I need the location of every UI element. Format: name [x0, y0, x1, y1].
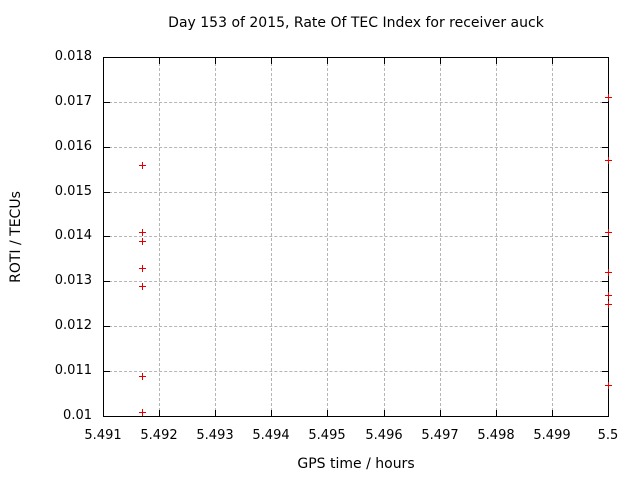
x-tick-label: 5.493 [196, 428, 234, 443]
x-axis-tick-bottom [215, 410, 216, 416]
y-axis-tick-right [602, 326, 608, 327]
x-axis-tick-top [103, 58, 104, 64]
y-tick-label: 0.014 [54, 228, 92, 243]
x-tick-label: 5.498 [477, 428, 515, 443]
y-axis-tick-left [104, 147, 110, 148]
data-point-marker [139, 283, 146, 290]
grid-line-horizontal [104, 281, 608, 282]
x-axis-tick-top [496, 58, 497, 64]
y-tick-label: 0.018 [54, 49, 92, 64]
grid-line-horizontal [104, 102, 608, 103]
x-axis-tick-top [440, 58, 441, 64]
x-axis-title: GPS time / hours [297, 456, 415, 472]
grid-line-vertical [552, 58, 553, 416]
data-point-marker [139, 229, 146, 236]
grid-line-horizontal [104, 326, 608, 327]
grid-line-vertical [496, 58, 497, 416]
y-tick-label: 0.016 [54, 139, 92, 154]
y-axis-tick-right [602, 416, 608, 417]
x-axis-tick-top [384, 58, 385, 64]
grid-line-vertical [440, 58, 441, 416]
y-axis-tick-left [104, 326, 110, 327]
x-axis-tick-bottom [327, 410, 328, 416]
y-axis-tick-left [104, 281, 110, 282]
x-tick-label: 5.5 [597, 428, 619, 443]
data-point-marker [139, 373, 146, 380]
y-axis-tick-right [602, 371, 608, 372]
data-point-marker [605, 292, 612, 299]
grid-line-horizontal [104, 371, 608, 372]
data-point-marker [139, 409, 146, 416]
data-point-marker [139, 265, 146, 272]
y-axis-tick-right [602, 102, 608, 103]
y-axis-tick-left [104, 102, 110, 103]
y-tick-label: 0.012 [54, 318, 92, 333]
y-axis-tick-right [602, 57, 608, 58]
x-axis-tick-bottom [159, 410, 160, 416]
data-point-marker [605, 382, 612, 389]
data-point-marker [605, 301, 612, 308]
data-point-marker [605, 157, 612, 164]
x-axis-tick-bottom [103, 410, 104, 416]
data-point-marker [139, 162, 146, 169]
x-axis-tick-top [159, 58, 160, 64]
y-axis-tick-left [104, 416, 110, 417]
y-axis-tick-left [104, 192, 110, 193]
y-axis-tick-left [104, 236, 110, 237]
grid-line-horizontal [104, 236, 608, 237]
grid-line-horizontal [104, 192, 608, 193]
x-axis-tick-bottom [440, 410, 441, 416]
x-axis-tick-top [608, 58, 609, 64]
chart-title: Day 153 of 2015, Rate Of TEC Index for r… [168, 15, 544, 31]
x-axis-tick-top [327, 58, 328, 64]
x-axis-tick-top [271, 58, 272, 64]
grid-line-vertical [271, 58, 272, 416]
data-point-marker [605, 269, 612, 276]
y-tick-label: 0.011 [54, 363, 92, 378]
x-tick-label: 5.496 [365, 428, 403, 443]
data-point-marker [605, 229, 612, 236]
x-tick-label: 5.495 [308, 428, 346, 443]
x-tick-label: 5.499 [533, 428, 571, 443]
y-tick-label: 0.015 [54, 184, 92, 199]
y-axis-tick-left [104, 371, 110, 372]
x-axis-tick-bottom [496, 410, 497, 416]
x-tick-label: 5.494 [252, 428, 290, 443]
data-point-marker [605, 94, 612, 101]
x-axis-tick-bottom [552, 410, 553, 416]
y-axis-tick-right [602, 236, 608, 237]
grid-line-vertical [159, 58, 160, 416]
y-tick-label: 0.017 [54, 94, 92, 109]
y-axis-tick-right [602, 281, 608, 282]
y-axis-tick-left [104, 57, 110, 58]
y-axis-tick-right [602, 147, 608, 148]
x-axis-tick-bottom [384, 410, 385, 416]
grid-line-vertical [215, 58, 216, 416]
plot-area [103, 57, 609, 417]
y-axis-tick-right [602, 192, 608, 193]
x-axis-tick-top [215, 58, 216, 64]
grid-line-vertical [327, 58, 328, 416]
x-axis-tick-top [552, 58, 553, 64]
x-tick-label: 5.497 [421, 428, 459, 443]
x-axis-tick-bottom [271, 410, 272, 416]
y-tick-label: 0.01 [63, 408, 92, 423]
x-tick-label: 5.491 [84, 428, 122, 443]
y-axis-title: ROTI / TECUs [8, 191, 24, 283]
data-point-marker [139, 238, 146, 245]
grid-line-vertical [384, 58, 385, 416]
x-tick-label: 5.492 [140, 428, 178, 443]
grid-line-horizontal [104, 147, 608, 148]
y-tick-label: 0.013 [54, 273, 92, 288]
x-axis-tick-bottom [608, 410, 609, 416]
